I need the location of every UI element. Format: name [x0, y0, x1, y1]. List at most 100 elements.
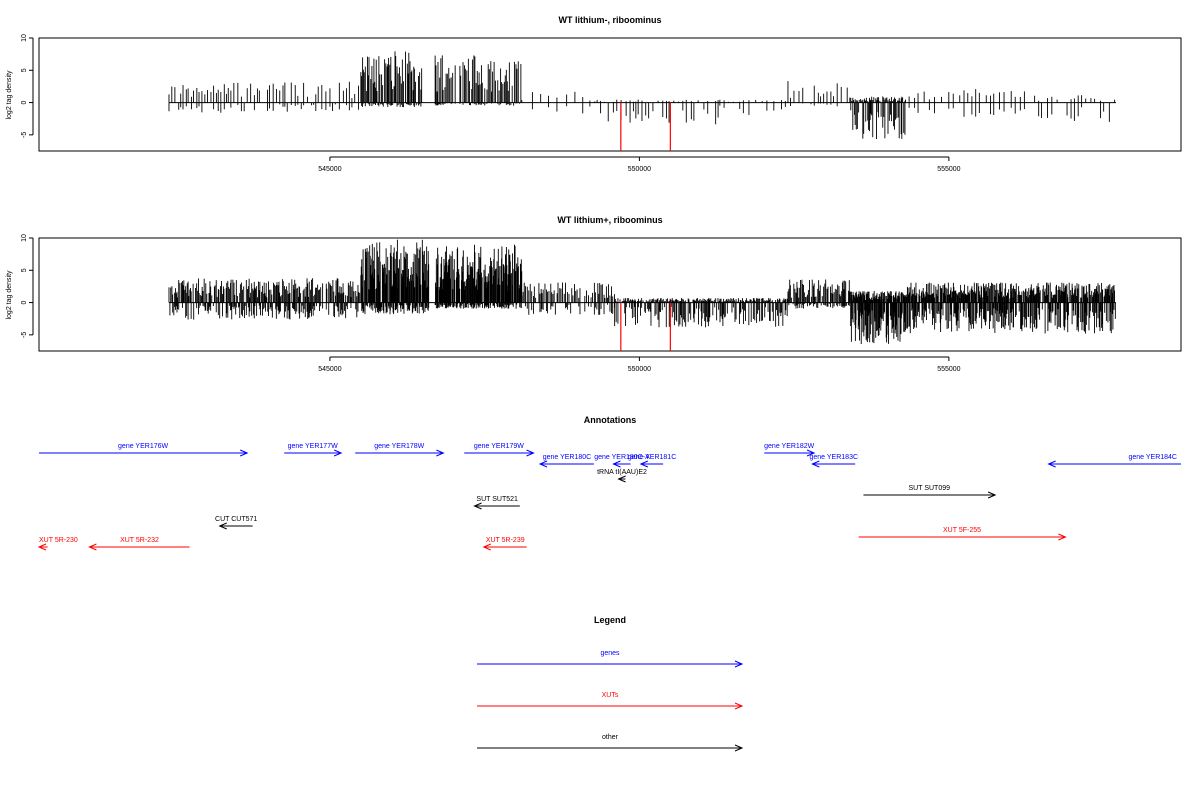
- feature-arrowhead: [482, 543, 491, 551]
- feature-gene: gene YER180C-A: [594, 454, 650, 468]
- legend-label: other: [602, 734, 619, 741]
- y-tick-label: 10: [21, 34, 28, 42]
- feature-gene: gene YER177W: [284, 443, 343, 457]
- feature-arrowhead: [811, 460, 820, 468]
- legend-arrowhead: [734, 702, 744, 710]
- track-panel-lithium-minus: WT lithium-, riboominus log2 tag density…: [6, 15, 1182, 173]
- y-tick-label: 0: [21, 101, 28, 105]
- x-tick-label: 555000: [937, 366, 960, 373]
- feature-arrowhead: [1058, 533, 1067, 541]
- feature-gene: gene YER176W: [39, 443, 249, 457]
- feature-label: SUT SUT521: [476, 496, 518, 503]
- feature-label: tRNA tI(AAU)E2: [597, 469, 647, 476]
- feature-list: gene YER176W gene YER177W gene YER178W gene…: [37, 443, 1181, 551]
- legend-item-other: other: [477, 734, 744, 752]
- feature-arrowhead: [639, 460, 649, 468]
- feature-xut: XUT 5R-230: [37, 537, 78, 551]
- feature-gene: gene YER178W: [355, 443, 445, 457]
- feature-arrowhead: [612, 460, 621, 468]
- feature-arrowhead: [526, 449, 535, 457]
- y-axis-label: log2 tag density: [6, 70, 13, 120]
- feature-label: gene YER182W: [764, 443, 814, 450]
- x-tick-label: 555000: [937, 166, 960, 173]
- feature-label: gene YER178W: [374, 443, 424, 450]
- legend-items: genes XUTs other: [477, 650, 744, 752]
- highlight-bars: [620, 302, 671, 351]
- y-tick-label: 5: [21, 68, 28, 72]
- panel-title: WT lithium+, riboominus: [557, 215, 662, 225]
- feature-gene: gene YER181C: [628, 454, 677, 468]
- y-tick-label: -5: [21, 132, 28, 138]
- feature-label: CUT CUT571: [215, 516, 257, 523]
- feature-other: CUT CUT571: [215, 516, 257, 530]
- y-axis: -5 0 5 10: [21, 34, 34, 138]
- feature-label: gene YER183C: [810, 454, 859, 461]
- legend-item-xut: XUTs: [477, 692, 744, 710]
- feature-label: gene YER181C: [628, 454, 677, 461]
- legend-label: genes: [600, 650, 620, 657]
- feature-label: gene YER180C-A: [594, 454, 650, 461]
- feature-other: SUT SUT521: [473, 496, 520, 510]
- y-tick-label: -5: [21, 332, 28, 338]
- feature-gene: gene YER183C: [810, 454, 859, 468]
- x-tick-label: 550000: [628, 166, 651, 173]
- legend-arrowhead: [734, 744, 744, 752]
- feature-arrowhead: [987, 491, 997, 499]
- feature-label: gene YER184C: [1128, 454, 1177, 461]
- track-panel-lithium-plus: WT lithium+, riboominus log2 tag density…: [6, 215, 1182, 373]
- feature-gene: gene YER179W: [464, 443, 535, 457]
- feature-label: gene YER180C: [543, 454, 592, 461]
- feature-label: XUT 5R-232: [120, 537, 159, 544]
- panel-title: WT lithium-, riboominus: [559, 15, 662, 25]
- feature-arrowhead: [88, 543, 97, 551]
- feature-label: gene YER179W: [474, 443, 524, 450]
- feature-label: SUT SUT099: [909, 485, 951, 492]
- legend-item-gene: genes: [477, 650, 744, 668]
- highlight-bars: [620, 102, 671, 151]
- feature-arrowhead: [1047, 460, 1056, 468]
- y-axis: -5 0 5 10: [21, 234, 34, 338]
- x-tick-label: 545000: [318, 366, 341, 373]
- feature-label: XUT 5R-230: [39, 537, 78, 544]
- feature-label: gene YER177W: [288, 443, 338, 450]
- legend-arrowhead: [734, 660, 744, 668]
- x-axis: 545000 550000 555000: [318, 156, 961, 173]
- y-tick-label: 5: [21, 268, 28, 272]
- feature-label: XUT 5F-255: [943, 527, 981, 534]
- feature-gene: gene YER182W: [764, 443, 816, 457]
- plot-frame: [38, 237, 1182, 352]
- feature-arrowhead: [617, 475, 626, 483]
- feature-arrowhead: [239, 449, 249, 457]
- legend-title: Legend: [594, 615, 626, 625]
- feature-arrowhead: [436, 449, 445, 457]
- feature-arrowhead: [538, 460, 548, 468]
- legend-label: XUTs: [602, 692, 619, 699]
- annotation-track: Annotations gene YER176W gene YER177W gene…: [37, 415, 1181, 551]
- x-tick-label: 550000: [628, 366, 651, 373]
- feature-xut: XUT 5R-232: [88, 537, 190, 551]
- y-axis-label: log2 tag density: [6, 270, 13, 320]
- feature-arrowhead: [806, 449, 816, 457]
- x-tick-label: 545000: [318, 166, 341, 173]
- feature-label: XUT 5R-239: [486, 537, 525, 544]
- bar-series: [168, 239, 1117, 345]
- feature-arrowhead: [333, 449, 343, 457]
- feature-xut: XUT 5F-255: [858, 527, 1067, 541]
- y-tick-label: 0: [21, 301, 28, 305]
- y-tick-label: 10: [21, 234, 28, 242]
- feature-gene: gene YER184C: [1047, 454, 1181, 468]
- bar-series: [168, 51, 1117, 139]
- legend: Legend genes XUTs other: [477, 615, 744, 752]
- x-axis: 545000 550000 555000: [318, 356, 961, 373]
- feature-gene: gene YER180C: [538, 454, 594, 468]
- plot-frame: [38, 37, 1182, 152]
- feature-other: SUT SUT099: [863, 485, 997, 499]
- feature-other: tRNA tI(AAU)E2: [597, 469, 647, 483]
- feature-arrowhead: [473, 502, 482, 510]
- annotations-title: Annotations: [584, 415, 637, 425]
- feature-xut: XUT 5R-239: [482, 537, 527, 551]
- feature-arrowhead: [37, 543, 47, 551]
- feature-label: gene YER176W: [118, 443, 168, 450]
- feature-arrowhead: [218, 522, 227, 530]
